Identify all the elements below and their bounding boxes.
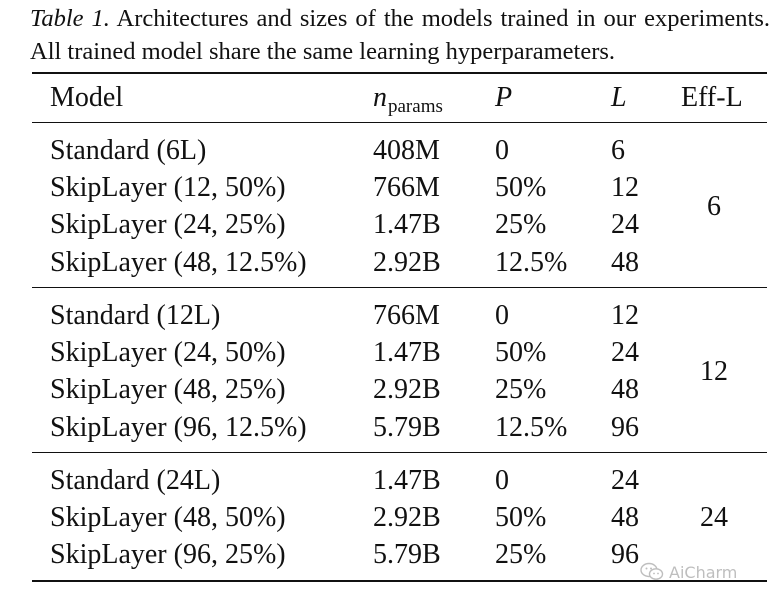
caption-text: Architectures and sizes of the models tr… bbox=[30, 5, 771, 65]
cell-model: SkipLayer (96, 25%) bbox=[50, 539, 286, 570]
cell-p: 25% bbox=[495, 374, 547, 405]
cell-p: 25% bbox=[495, 209, 547, 240]
cell-model: SkipLayer (24, 25%) bbox=[50, 209, 286, 240]
cell-model: SkipLayer (96, 12.5%) bbox=[50, 412, 307, 443]
header-nparams: nparams bbox=[373, 81, 443, 118]
cell-model: Standard (6L) bbox=[50, 135, 207, 166]
cell-nparams: 2.92B bbox=[373, 502, 441, 533]
cell-l: 24 bbox=[611, 209, 639, 240]
cell-model: SkipLayer (48, 25%) bbox=[50, 374, 286, 405]
cell-l: 12 bbox=[611, 300, 639, 331]
header-eff-l: Eff-L bbox=[681, 82, 743, 113]
cell-model: Standard (12L) bbox=[50, 300, 221, 331]
cell-p: 50% bbox=[495, 172, 547, 203]
cell-eff-l: 24 bbox=[700, 502, 728, 533]
cell-l: 96 bbox=[611, 539, 639, 570]
cell-p: 50% bbox=[495, 337, 547, 368]
header-l: L bbox=[611, 82, 627, 113]
wechat-icon bbox=[640, 562, 664, 580]
cell-l: 12 bbox=[611, 172, 639, 203]
cell-nparams: 766M bbox=[373, 300, 440, 331]
watermark-text: AiCharm bbox=[669, 562, 738, 582]
cell-p: 12.5% bbox=[495, 412, 568, 443]
header-rule bbox=[32, 122, 767, 124]
cell-nparams: 5.79B bbox=[373, 412, 441, 443]
cell-l: 48 bbox=[611, 502, 639, 533]
table-caption: Table 1. Architectures and sizes of the … bbox=[30, 2, 770, 68]
cell-nparams: 5.79B bbox=[373, 539, 441, 570]
cell-l: 24 bbox=[611, 465, 639, 496]
cell-p: 0 bbox=[495, 300, 509, 331]
cell-nparams: 2.92B bbox=[373, 247, 441, 278]
cell-model: SkipLayer (24, 50%) bbox=[50, 337, 286, 368]
group-2-rule bbox=[32, 452, 767, 454]
cell-l: 6 bbox=[611, 135, 625, 166]
caption-label: Table 1. bbox=[30, 5, 110, 32]
watermark: AiCharm bbox=[640, 560, 770, 584]
cell-model: SkipLayer (48, 50%) bbox=[50, 502, 286, 533]
top-rule bbox=[32, 72, 767, 74]
cell-p: 50% bbox=[495, 502, 547, 533]
header-model: Model bbox=[50, 82, 124, 113]
cell-model: SkipLayer (48, 12.5%) bbox=[50, 247, 307, 278]
cell-l: 48 bbox=[611, 247, 639, 278]
nparams-symbol: n bbox=[373, 82, 387, 113]
bottom-rule bbox=[32, 580, 767, 582]
cell-p: 12.5% bbox=[495, 247, 568, 278]
cell-model: Standard (24L) bbox=[50, 465, 221, 496]
cell-p: 0 bbox=[495, 135, 509, 166]
cell-nparams: 1.47B bbox=[373, 465, 441, 496]
cell-p: 25% bbox=[495, 539, 547, 570]
header-p: P bbox=[495, 82, 513, 113]
cell-l: 96 bbox=[611, 412, 639, 443]
cell-nparams: 1.47B bbox=[373, 337, 441, 368]
cell-l: 48 bbox=[611, 374, 639, 405]
cell-nparams: 2.92B bbox=[373, 374, 441, 405]
cell-model: SkipLayer (12, 50%) bbox=[50, 172, 286, 203]
cell-nparams: 408M bbox=[373, 135, 440, 166]
cell-p: 0 bbox=[495, 465, 509, 496]
cell-l: 24 bbox=[611, 337, 639, 368]
cell-eff-l: 6 bbox=[707, 191, 721, 222]
cell-nparams: 1.47B bbox=[373, 209, 441, 240]
nparams-subscript: params bbox=[388, 96, 443, 117]
group-1-rule bbox=[32, 287, 767, 289]
cell-nparams: 766M bbox=[373, 172, 440, 203]
cell-eff-l: 12 bbox=[700, 356, 728, 387]
